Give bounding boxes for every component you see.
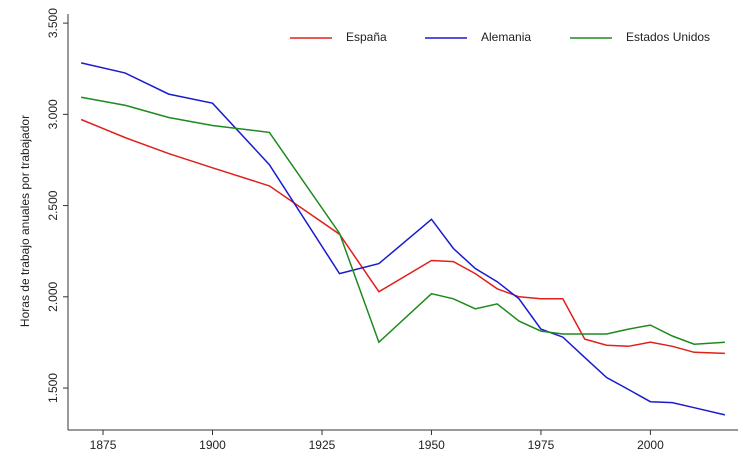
y-tick-label: 2.500 xyxy=(46,190,60,220)
y-tick-label: 3.000 xyxy=(46,99,60,129)
y-axis-label: Horas de trabajo anuales por trabajador xyxy=(18,115,32,327)
legend-label: España xyxy=(346,30,387,44)
x-tick-label: 1950 xyxy=(418,438,445,452)
series-line xyxy=(80,62,726,416)
series-line xyxy=(80,118,725,355)
y-tick-label: 1.500 xyxy=(46,373,60,403)
x-tick-label: 1925 xyxy=(309,438,336,452)
x-tick-label: 1900 xyxy=(199,438,226,452)
legend-label: Estados Unidos xyxy=(626,30,710,44)
series-line xyxy=(80,96,725,345)
y-tick-label: 2.000 xyxy=(46,281,60,311)
legend-label: Alemania xyxy=(481,30,531,44)
y-tick-label: 3.500 xyxy=(46,8,60,38)
x-tick-label: 1875 xyxy=(90,438,117,452)
x-tick-label: 1975 xyxy=(528,438,555,452)
x-tick-label: 2000 xyxy=(637,438,664,452)
